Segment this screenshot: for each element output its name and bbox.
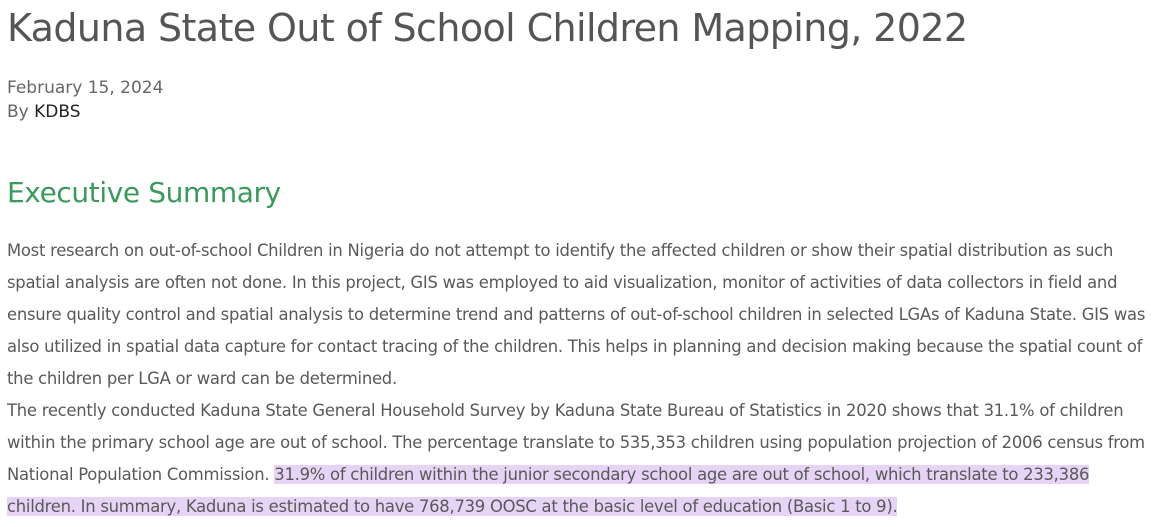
article-meta: February 15, 2024 By KDBS [7,76,163,124]
author-link[interactable]: KDBS [34,102,81,122]
summary-body: Most research on out-of-school Children … [7,235,1159,523]
article-title: Kaduna State Out of School Children Mapp… [7,6,968,50]
byline: By KDBS [7,100,163,124]
publish-date: February 15, 2024 [7,78,164,98]
summary-paragraph-2: The recently conducted Kaduna State Gene… [7,395,1159,523]
byline-label: By [7,102,29,122]
summary-paragraph-1: Most research on out-of-school Children … [7,241,1146,388]
executive-summary-heading: Executive Summary [7,176,281,209]
summary-paragraph-2-text: The recently conducted Kaduna State Gene… [7,401,1145,484]
